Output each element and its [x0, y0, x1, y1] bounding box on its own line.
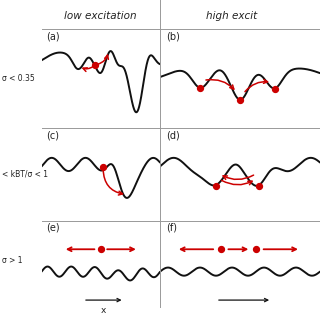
- Point: [237, 98, 243, 103]
- Text: σ > 1: σ > 1: [2, 256, 22, 265]
- Text: x: x: [101, 306, 107, 315]
- Point: [100, 164, 106, 169]
- Point: [213, 183, 219, 188]
- Text: (e): (e): [46, 222, 60, 233]
- Text: high excit: high excit: [206, 11, 258, 21]
- Text: (d): (d): [166, 131, 180, 141]
- Point: [197, 86, 203, 91]
- Text: (a): (a): [46, 32, 60, 42]
- Text: (c): (c): [46, 131, 59, 141]
- Point: [273, 86, 278, 92]
- Point: [93, 62, 98, 68]
- Point: [218, 247, 223, 252]
- Text: low excitation: low excitation: [65, 11, 137, 21]
- Text: σ < 0.35: σ < 0.35: [2, 74, 34, 83]
- Point: [98, 247, 103, 252]
- Text: (f): (f): [166, 222, 177, 233]
- Text: < kBT/σ < 1: < kBT/σ < 1: [2, 170, 48, 179]
- Point: [257, 183, 262, 188]
- Point: [253, 247, 259, 252]
- Text: (b): (b): [166, 32, 180, 42]
